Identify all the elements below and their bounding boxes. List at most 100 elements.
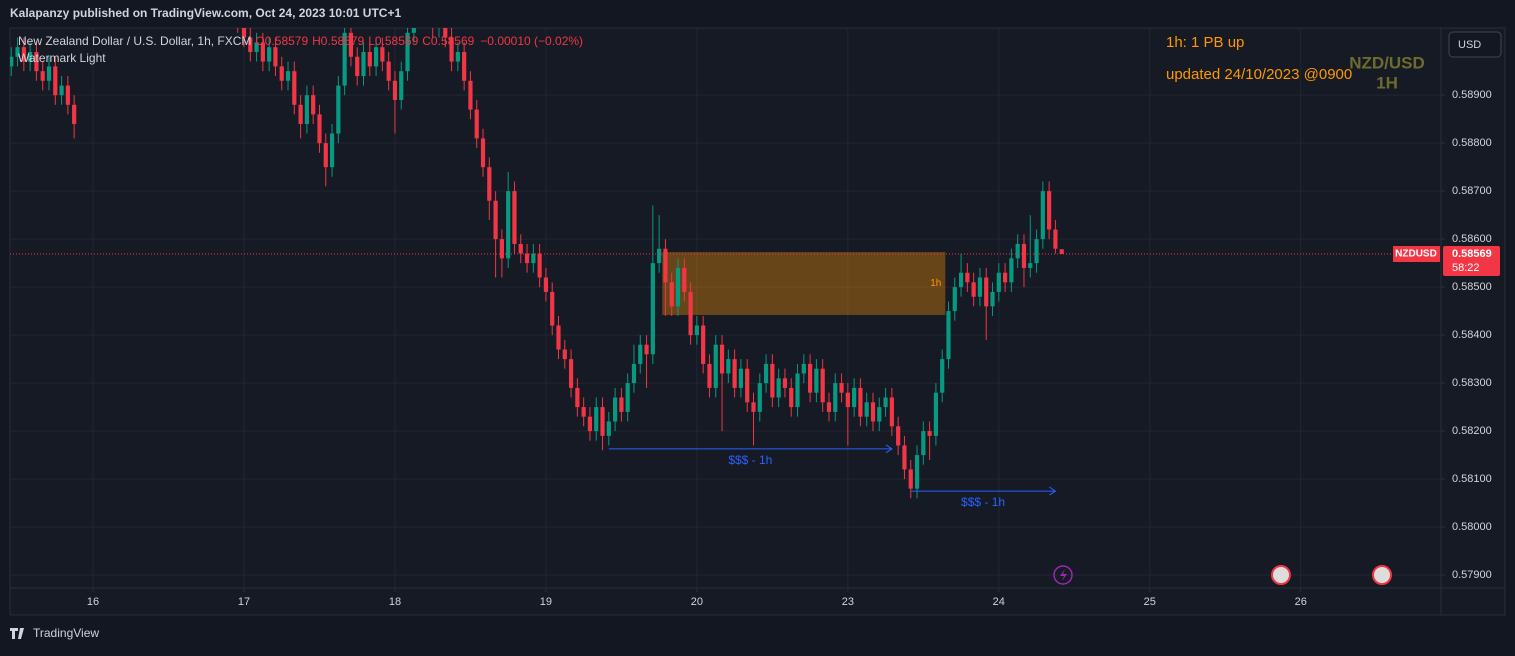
candle-body — [971, 282, 976, 297]
price-change: −0.00010 (−0.02%) — [480, 34, 583, 48]
note-text: updated 24/10/2023 @0900 — [1166, 66, 1352, 83]
candle-body — [298, 104, 303, 124]
candle-body — [682, 267, 687, 292]
x-tick-label: 16 — [87, 596, 99, 608]
candle-body — [965, 272, 970, 283]
candle-body — [336, 85, 341, 134]
liquidity-label: $$$ - 1h — [728, 453, 772, 467]
candle-body — [386, 61, 391, 81]
candle-body — [21, 47, 26, 62]
candle-body — [568, 359, 574, 388]
candle-body — [669, 282, 674, 307]
candle-body — [984, 277, 989, 307]
candle-body — [304, 95, 309, 124]
countdown-label: 58:22 — [1452, 262, 1480, 274]
pair-watermark: NZD/USD — [1349, 53, 1425, 72]
candle-body — [575, 387, 580, 408]
legend: New Zealand Dollar / U.S. Dollar, 1h, FX… — [18, 34, 583, 65]
candle-body — [789, 387, 794, 408]
y-tick-label: 0.58000 — [1452, 521, 1492, 533]
candle-body — [839, 383, 844, 393]
currency-button[interactable]: USD — [1448, 31, 1502, 58]
y-tick-label: 0.58800 — [1452, 137, 1492, 149]
candle-body — [858, 387, 863, 417]
event-bolt — [1060, 569, 1067, 581]
candle-body — [1028, 263, 1033, 268]
currency-button-label[interactable]: USD — [1458, 39, 1481, 51]
candle-body — [958, 272, 964, 288]
candle-body — [317, 114, 322, 144]
event-icon[interactable] — [1053, 565, 1073, 585]
event-flag-icon[interactable] — [1372, 565, 1392, 585]
candle-body — [650, 263, 655, 355]
candle-body — [1015, 243, 1020, 259]
candle-body — [581, 407, 586, 417]
publish-line: Kalapanzy published on TradingView.com, … — [10, 6, 401, 20]
candle-body — [927, 431, 932, 436]
candle-body — [1040, 191, 1045, 240]
supply-zone — [662, 252, 946, 315]
candle-body — [373, 47, 379, 67]
candle-body — [1002, 272, 1008, 283]
axes: 0.57900 0.58000 0.58100 0.58200 0.58300 0.584… — [87, 89, 1492, 608]
candle-body — [870, 402, 876, 422]
candle-body — [952, 287, 957, 312]
candle-body — [40, 71, 45, 81]
y-tick-label: 0.58900 — [1452, 89, 1492, 101]
candle-body — [619, 397, 624, 412]
candle-body — [292, 71, 297, 105]
event-flag-icon[interactable] — [1271, 565, 1291, 585]
y-tick-label: 0.58400 — [1452, 329, 1492, 341]
candle-body — [594, 407, 599, 432]
candle-body — [380, 47, 385, 62]
candle-body — [852, 387, 857, 408]
candle-body — [323, 143, 328, 168]
candle-body — [518, 243, 523, 254]
x-tick-label: 24 — [993, 596, 1005, 608]
candle-body — [1059, 249, 1064, 255]
candle-body — [1053, 229, 1058, 249]
candle-body — [883, 397, 888, 408]
currency-button-box[interactable] — [1448, 31, 1502, 58]
price-pane: 1h $$$ - 1h $$$ - 1h 4h: 2 PB down 1h: 1 PB … — [10, 28, 1441, 509]
candle-body — [946, 311, 951, 360]
candle-body — [506, 191, 511, 259]
candle-body — [329, 133, 335, 168]
candle-body — [449, 37, 454, 62]
ohlc-value: O0.58579 — [255, 34, 308, 48]
y-tick-label: 0.58700 — [1452, 185, 1492, 197]
candle-body — [719, 344, 725, 374]
candle-body — [675, 267, 681, 307]
candle-body — [10, 56, 14, 67]
candle-body — [531, 253, 536, 264]
candle-body — [745, 368, 750, 403]
candle-body — [921, 431, 926, 456]
candle-body — [625, 383, 630, 412]
symbol-description: New Zealand Dollar / U.S. Dollar, 1h, FX… — [18, 34, 251, 48]
candle-body — [1021, 243, 1027, 268]
candle-body — [493, 200, 498, 240]
price-tag — [1443, 246, 1500, 277]
candle-body — [46, 66, 52, 81]
candle-body — [361, 51, 366, 76]
candle-body — [814, 368, 819, 393]
pair-watermark: 1H — [1376, 73, 1398, 92]
candle-body — [348, 32, 354, 57]
candle-body — [902, 445, 907, 470]
candle-body — [757, 383, 762, 412]
candle-body — [267, 47, 272, 62]
candle-body — [782, 378, 788, 388]
candle-body — [405, 32, 410, 72]
x-tick-label: 26 — [1295, 596, 1307, 608]
candle-body — [763, 363, 769, 384]
candle-body — [474, 109, 479, 139]
candle-body — [399, 71, 404, 100]
logo-mark — [10, 628, 24, 639]
candle-body — [914, 455, 920, 489]
candle-body — [273, 47, 278, 67]
candle-body — [550, 291, 555, 326]
candle-body — [28, 51, 33, 62]
candle-body — [59, 85, 64, 96]
candle-body — [996, 272, 1001, 292]
